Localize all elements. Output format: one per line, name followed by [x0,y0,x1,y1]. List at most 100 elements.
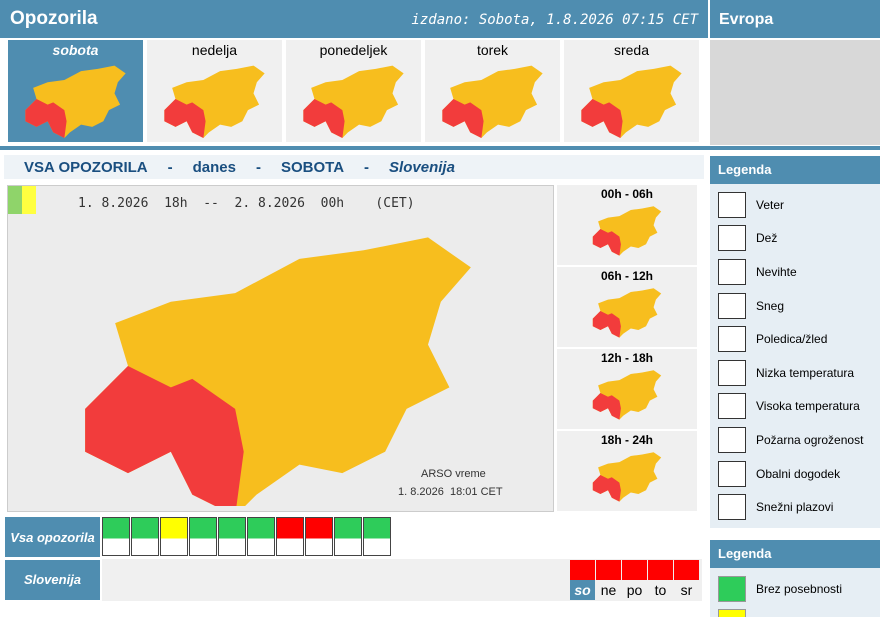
legend-levels: Legenda Brez posebnosti Bodite pozorni [710,540,880,617]
warning-icon[interactable] [334,517,362,556]
legend-icon [718,393,746,420]
all-label: Vsa opozorila [5,517,100,557]
timestamp: 1. 8.2026 18:01 CET [398,486,503,498]
mini-map [592,206,662,256]
credit: ARSO vreme [421,468,486,480]
warning-icon[interactable] [189,517,217,556]
legend-label: Sneg [756,298,785,313]
period-tile[interactable]: 18h - 24h [557,431,697,511]
warning-icon[interactable] [276,517,304,556]
warning-icon[interactable] [160,517,188,556]
europe-map[interactable] [710,40,880,145]
heading: VSA OPOZORILA - danes - SOBOTA - Slovenija [4,155,704,179]
legend-item: Nizka temperatura [710,356,880,390]
issued: izdano: Sobota, 1.8.2026 07:15 CET [411,12,698,28]
legend-item: Dež [710,222,880,256]
day-label: torek [476,42,509,58]
legend-item: Brez posebnosti [710,572,880,606]
legend-items: Veter Dež Nevihte Sneg Poledica/žled Nizka te… [710,184,880,524]
warning-icon[interactable] [218,517,246,556]
legend-label: Dež [756,231,778,246]
legend-label: Bodite pozorni [756,615,833,617]
legend-item: Obalni dogodek [710,457,880,491]
period-label: 12h - 18h [600,351,654,365]
mini-map [164,65,265,138]
legend-label: Veter [756,197,785,212]
level-swatch [718,609,746,617]
legend: Legenda Veter Dež Nevihte Sneg Poledica/žled… [710,156,880,528]
period-tile[interactable]: 12h - 18h [557,349,697,429]
legend-icon [718,460,746,487]
day-tab[interactable]: ponedeljek [286,40,421,142]
warning-icon[interactable] [131,517,159,556]
day-summary-item[interactable]: to [648,560,673,600]
legend-icon [718,292,746,319]
legend-title: Legenda [710,156,880,184]
day-short: sr [680,582,693,598]
legend-title: Legenda [710,540,880,568]
period-label: 00h - 06h [600,187,654,201]
legend-items: Brez posebnosti Bodite pozorni [710,568,880,617]
day-tab[interactable]: sreda [564,40,699,142]
level-box [648,560,673,580]
period-tile[interactable]: 00h - 06h [557,185,697,265]
day-tab[interactable]: torek [425,40,560,142]
europe-header: Evropa [710,0,880,38]
legend-icon [718,258,746,285]
level-box [596,560,621,580]
mini-map [25,65,126,138]
warning-icons [102,517,391,556]
day-summary-item[interactable]: sr [674,560,699,600]
day-label: sreda [613,42,650,58]
legend-item: Snežni plazovi [710,490,880,524]
day-tab[interactable]: sobota [8,40,143,142]
legend-item: Poledica/žled [710,322,880,356]
mini-map [592,288,662,338]
legend-label: Požarna ogroženost [756,432,864,447]
mini-map [442,65,543,138]
legend-item: Nevihte [710,255,880,289]
legend-icon [718,326,746,353]
day-summary-item[interactable]: so [570,560,595,600]
legend-icon [718,225,746,252]
europe-title: Evropa [719,11,774,28]
legend-label: Poledica/žled [756,332,828,347]
period-label: 06h - 12h [600,269,654,283]
level-box [622,560,647,580]
legend-icon [718,359,746,386]
separator: - [364,158,370,176]
day-short: ne [600,582,617,598]
period-tile[interactable]: 06h - 12h [557,267,697,347]
mini-map [592,370,662,420]
region-label: Slovenija [5,560,100,600]
day-short: po [626,582,643,598]
day-summary-item[interactable]: ne [596,560,621,600]
warning-icon[interactable] [363,517,391,556]
mini-map [303,65,404,138]
legend-label: Nizka temperatura [756,365,855,380]
legend-item: Sneg [710,289,880,323]
day-short: to [654,582,667,598]
legend-icon [718,426,746,453]
day-summary-item[interactable]: po [622,560,647,600]
main-map: 1. 8.2026 18h -- 2. 8.2026 00h (CET) ARS… [7,185,554,512]
separator: - [167,158,173,176]
warning-icon[interactable] [305,517,333,556]
heading-part: SOBOTA [280,158,345,176]
mini-map [581,65,682,138]
legend-item: Požarna ogroženost [710,423,880,457]
period-label: 18h - 24h [600,433,654,447]
day-label: ponedeljek [319,42,388,58]
mini-map [592,452,662,502]
legend-label: Obalni dogodek [756,466,841,481]
warning-icon[interactable] [247,517,275,556]
level-box [674,560,699,580]
warning-icon[interactable] [102,517,130,556]
day-tab[interactable]: nedelja [147,40,282,142]
map [85,237,471,506]
legend-icon [718,494,746,521]
legend-label: Snežni plazovi [756,500,834,515]
legend-icon [718,191,746,218]
heading-part: Slovenija [389,158,455,176]
